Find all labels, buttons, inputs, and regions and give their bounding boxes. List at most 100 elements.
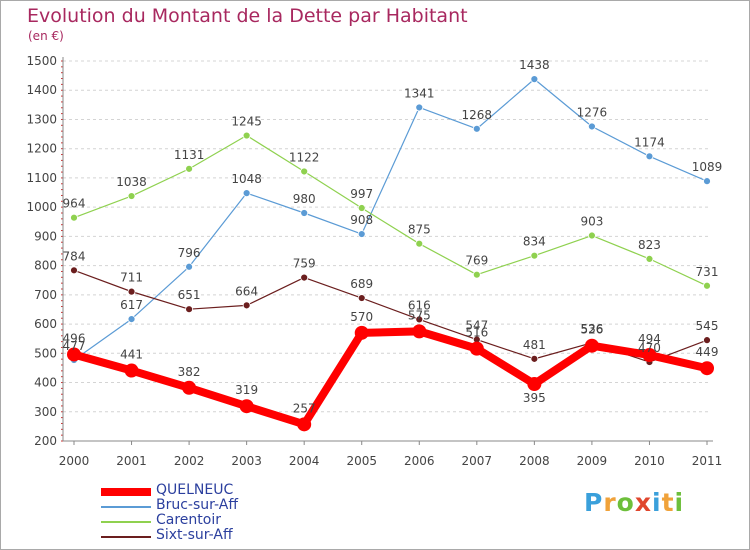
axes: 200 300 400 500 600 700 800 900 1000 1100 1200 1300… [26,54,722,468]
legend-label: Carentoir [156,512,221,528]
data-label: 651 [178,288,201,302]
y-tick-label: 600 [34,317,57,331]
data-label: 964 [63,197,86,211]
x-tick-label: 2009 [577,454,608,468]
x-tick-label: 2001 [116,454,147,468]
legend-swatch [101,506,151,508]
x-tick-label: 2007 [462,454,493,468]
data-label: 1122 [289,150,320,164]
data-label: 575 [408,308,431,322]
data-label: 570 [350,310,373,324]
legend-label: QUELNEUC [156,482,234,498]
data-label: 617 [120,298,143,312]
data-label: 997 [350,187,373,201]
data-label: 903 [580,215,603,229]
data-point [127,192,136,200]
proxiti-logo: Proxiti [584,488,684,517]
data-label: 545 [696,319,719,333]
data-point [530,251,539,260]
data-point [703,281,711,290]
data-point [297,417,312,432]
y-tick-label: 1400 [26,83,57,97]
data-point [239,399,254,414]
data-point [415,315,424,324]
data-label: 711 [120,271,143,285]
data-label: 1341 [404,86,435,100]
data-point [70,213,78,222]
x-tick-label: 2005 [346,454,377,468]
y-tick-label: 1500 [26,54,57,68]
y-tick-label: 800 [34,259,57,273]
series-layer [67,75,714,432]
data-label: 441 [120,348,143,362]
data-label: 1048 [231,172,262,186]
data-point [357,204,366,212]
data-label: 759 [293,257,316,271]
y-tick-label: 1000 [26,200,57,214]
grid-lines [63,60,709,413]
logo-letter: t [661,488,675,517]
x-tick-label: 2004 [289,454,320,468]
data-labels-layer: 496 441 382 319 257 570 575 516 395 526 494 449 477 6… [63,58,723,415]
data-point [584,338,599,353]
x-tick-label: 2010 [634,454,665,468]
data-label: 908 [350,213,373,227]
logo-letter: x [634,488,652,517]
series-line-carentoir [73,134,708,287]
data-point [588,231,596,240]
data-point [357,294,366,302]
data-point [415,103,424,112]
data-point [527,377,542,391]
data-point [530,75,539,84]
data-label: 1089 [692,160,723,174]
y-tick-label: 200 [34,434,57,448]
y-tick-label: 500 [34,346,57,360]
data-point [645,254,654,263]
legend-swatch [101,536,151,538]
chart-title: Evolution du Montant de la Dette par Hab… [27,5,468,27]
data-point [185,262,193,271]
data-label: 834 [523,235,546,249]
data-label: 382 [178,365,201,379]
data-point [472,270,481,279]
data-point [300,273,309,282]
data-label: 1245 [231,115,262,129]
data-point [645,152,654,161]
x-tick-label: 2011 [692,454,723,468]
y-tick-label: 1300 [26,112,57,126]
logo-letter: P [584,488,604,517]
data-point [127,315,136,324]
data-point [182,380,197,395]
data-label: 449 [696,345,719,359]
y-tick-label: 1200 [26,142,57,156]
data-label: 784 [63,249,86,263]
logo-letter: r [603,488,617,517]
data-point [185,164,193,173]
data-point [700,361,714,376]
data-label: 1268 [462,108,493,122]
data-label: 1174 [634,135,665,149]
data-label: 731 [696,265,719,279]
data-label: 1438 [519,58,550,72]
y-tick-label: 300 [34,405,57,419]
series-line-quelneuc [72,327,708,429]
legend-swatch [101,521,151,523]
legend-swatch [101,488,151,496]
data-point [412,324,427,339]
data-label: 547 [465,319,488,333]
data-point [242,131,251,140]
legend-label: Sixt-sur-Aff [156,527,233,543]
y-tick-label: 900 [34,229,57,243]
chart-unit: (en €) [28,29,64,43]
data-point [185,305,193,314]
data-point [67,347,81,362]
data-point [357,230,366,238]
data-point [469,341,484,356]
data-point [530,354,539,363]
series-line-bruc-sur-aff [73,78,708,361]
data-label: 796 [178,246,201,260]
data-label: 664 [235,284,258,298]
data-label: 257 [293,401,316,415]
data-point [642,348,657,363]
